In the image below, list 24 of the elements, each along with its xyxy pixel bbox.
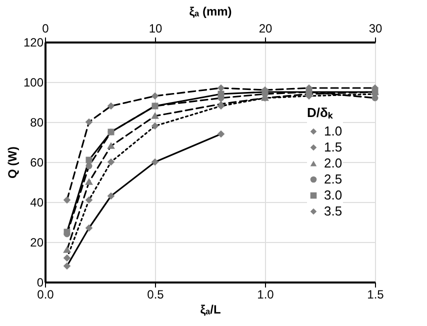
- y-tick-label: 0: [36, 276, 44, 290]
- x2-tick-label: 30: [368, 22, 382, 36]
- legend-title: D/δₖ: [307, 105, 333, 120]
- x-tick-label: 1.5: [367, 288, 384, 302]
- x-tick-label: 0.5: [147, 288, 164, 302]
- legend-label: 2.5: [324, 172, 342, 186]
- x2-tick-label: 10: [148, 22, 162, 36]
- legend-label: 3.5: [324, 204, 342, 218]
- x2-axis-title: ξₐ (mm): [189, 4, 232, 18]
- legend-label: 1.5: [324, 140, 342, 154]
- y-tick-label: 80: [30, 116, 44, 130]
- y-tick-label: 20: [30, 236, 44, 250]
- x-tick-label: 1.0: [257, 288, 274, 302]
- x2-tick-label: 20: [258, 22, 272, 36]
- legend-label: 3.0: [324, 188, 342, 202]
- x-axis-title: ξₐ/L: [200, 302, 221, 316]
- y-tick-label: 40: [30, 196, 44, 210]
- y-tick-label: 120: [23, 36, 44, 50]
- y-tick-label: 100: [23, 76, 44, 90]
- legend-label: 1.0: [324, 124, 342, 138]
- y-axis-title: Q (W): [5, 146, 20, 178]
- x-tick-label: 0.0: [37, 288, 54, 302]
- legend-label: 2.0: [324, 156, 342, 170]
- y-tick-label: 60: [30, 156, 44, 170]
